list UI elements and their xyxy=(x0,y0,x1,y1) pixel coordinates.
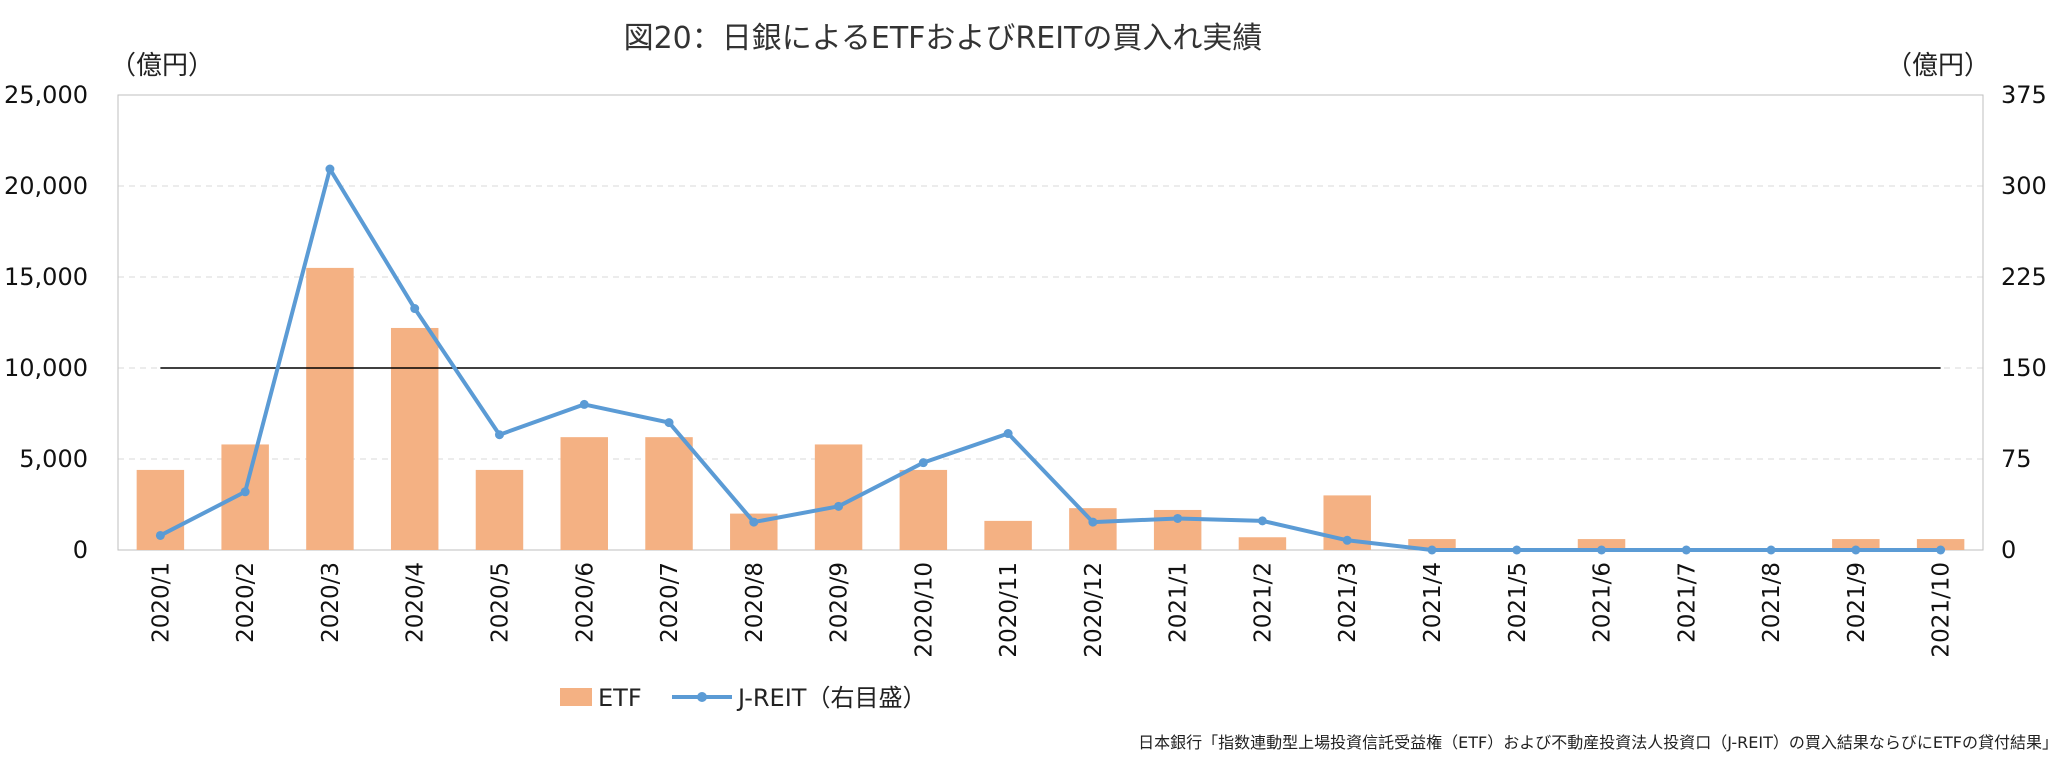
jreit-point xyxy=(579,399,589,409)
y-left-tick-label: 5,000 xyxy=(19,445,88,473)
jreit-point xyxy=(1766,545,1776,555)
chart-title: 図20：日銀によるETFおよびREITの買入れ実績 xyxy=(624,21,1263,56)
x-tick-label: 2021/5 xyxy=(1505,562,1531,643)
y-left-tick-label: 10,000 xyxy=(4,354,88,382)
legend-etf-label: ETF xyxy=(598,684,642,712)
etf-bar xyxy=(1577,539,1626,550)
jreit-point xyxy=(1342,535,1352,545)
line-layer xyxy=(155,164,1946,555)
x-tick-label: 2020/1 xyxy=(148,562,174,643)
jreit-point xyxy=(1003,429,1013,439)
x-tick-label: 2020/11 xyxy=(996,562,1022,658)
y-right-tick-label: 75 xyxy=(2001,445,2032,473)
jreit-point xyxy=(325,164,335,174)
y-right-tick-label: 150 xyxy=(2001,354,2047,382)
jreit-point xyxy=(1173,513,1183,523)
jreit-line xyxy=(159,167,1941,552)
x-tick-label: 2020/12 xyxy=(1081,562,1107,658)
y-left-tick-label: 0 xyxy=(73,536,88,564)
y-right-tick-label: 375 xyxy=(2001,81,2047,109)
etf-bar xyxy=(984,520,1032,550)
jreit-point xyxy=(834,501,844,511)
jreit-point xyxy=(1851,545,1861,555)
y-left-tick-label: 25,000 xyxy=(4,81,88,109)
y-left-tick-label: 20,000 xyxy=(4,172,88,200)
y-left-tick-label: 15,000 xyxy=(4,263,88,291)
jreit-point xyxy=(240,487,250,497)
plot-area-border xyxy=(117,94,1984,551)
x-tick-label: 2020/9 xyxy=(827,562,853,643)
jreit-point xyxy=(749,517,759,527)
jreit-point xyxy=(494,430,504,440)
x-tick-label: 2021/4 xyxy=(1420,562,1446,643)
etf-bar xyxy=(1916,539,1965,550)
etf-bar xyxy=(475,469,524,550)
jreit-point xyxy=(155,530,165,540)
jreit-point xyxy=(1427,545,1437,555)
legend-jreit-label: J-REIT（右目盛） xyxy=(736,684,926,712)
etf-bar xyxy=(560,437,608,550)
etf-bar xyxy=(899,469,948,550)
x-tick-label: 2021/9 xyxy=(1844,562,1870,643)
legend-jreit-swatch-marker xyxy=(697,692,707,702)
x-tick-label: 2020/2 xyxy=(233,562,259,643)
x-tick-label: 2020/5 xyxy=(487,562,513,643)
jreit-point xyxy=(1681,545,1691,555)
jreit-point xyxy=(1257,516,1267,526)
y-right-axis: 0 75 150 225 300 375 xyxy=(2001,81,2047,564)
x-tick-label: 2021/6 xyxy=(1590,562,1616,643)
jreit-point xyxy=(1936,545,1946,555)
legend: ETF J-REIT（右目盛） xyxy=(560,684,926,712)
jreit-point xyxy=(664,418,674,428)
x-tick-label: 2021/3 xyxy=(1335,562,1361,643)
x-tick-label: 2021/7 xyxy=(1674,562,1700,643)
jreit-point xyxy=(1512,545,1522,555)
etf-bar xyxy=(390,327,439,550)
x-tick-label: 2020/4 xyxy=(403,562,429,643)
jreit-point xyxy=(410,304,420,314)
y-left-axis: 0 5,000 10,000 15,000 20,000 25,000 xyxy=(4,81,88,564)
etf-bar xyxy=(1408,539,1456,550)
y-right-tick-label: 225 xyxy=(2001,263,2047,291)
etf-bar xyxy=(221,444,269,550)
x-tick-label: 2021/2 xyxy=(1250,562,1276,643)
y-left-unit-label: （億円） xyxy=(110,51,214,81)
etf-bar xyxy=(306,267,354,550)
legend-etf-swatch xyxy=(560,688,592,706)
x-tick-label: 2020/10 xyxy=(911,562,937,658)
y-right-unit-label: （億円） xyxy=(1886,51,1990,81)
x-tick-label: 2020/7 xyxy=(657,562,683,643)
x-tick-label: 2021/10 xyxy=(1929,562,1955,658)
jreit-point xyxy=(918,458,928,468)
x-tick-label: 2021/8 xyxy=(1759,562,1785,643)
x-tick-label: 2020/6 xyxy=(572,562,598,643)
x-axis: 2020/1 2020/2 2020/3 2020/4 2020/5 2020/6 2020… xyxy=(148,562,1954,658)
bars-layer xyxy=(136,267,1965,550)
etf-bar xyxy=(645,437,693,550)
jreit-point xyxy=(1088,517,1098,527)
x-tick-label: 2021/1 xyxy=(1166,562,1192,643)
x-tick-label: 2020/8 xyxy=(742,562,768,643)
etf-bar xyxy=(1832,539,1880,550)
jreit-point xyxy=(1597,545,1607,555)
x-tick-label: 2020/3 xyxy=(318,562,344,643)
etf-bar xyxy=(1069,508,1117,550)
y-right-tick-label: 0 xyxy=(2001,536,2016,564)
etf-bar xyxy=(1238,537,1287,550)
source-note: 日本銀行「指数連動型上場投資信託受益権（ETF）および不動産投資法人投資口（J-… xyxy=(1138,733,2058,752)
y-right-tick-label: 300 xyxy=(2001,172,2047,200)
